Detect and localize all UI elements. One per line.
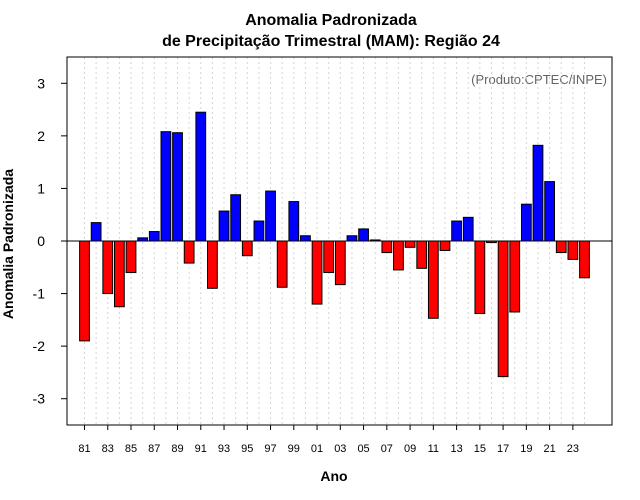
bar-88 [160, 131, 172, 242]
x-tick-label: 95 [241, 443, 253, 455]
bar-83 [102, 240, 114, 295]
x-tick-label: 89 [171, 443, 183, 455]
bar-15 [474, 240, 486, 315]
x-tick-label: 13 [450, 443, 462, 455]
x-tick-label: 07 [381, 443, 393, 455]
chart-credit: (Produto:CPTEC/INPE) [471, 72, 607, 87]
x-tick-label: 17 [497, 443, 509, 455]
bar-21 [544, 181, 555, 242]
bar-07 [381, 240, 393, 254]
bar-87 [148, 231, 160, 242]
bar-14 [462, 216, 474, 242]
y-tick-label: 0 [37, 233, 45, 249]
bar-99 [288, 201, 300, 242]
bar-89 [172, 132, 183, 242]
x-axis-label: Ano [320, 468, 347, 484]
bar-01 [311, 240, 323, 305]
bar-13 [451, 220, 462, 242]
x-tick-label: 19 [520, 443, 532, 455]
bar-18 [509, 240, 521, 313]
bar-96 [253, 220, 265, 242]
bar-81 [79, 240, 90, 342]
bar-98 [276, 240, 288, 288]
bar-11 [427, 240, 439, 319]
bar-05 [358, 228, 369, 242]
y-tick-label: -2 [33, 338, 46, 354]
bar-20 [532, 144, 544, 242]
bar-03 [334, 240, 346, 286]
bar-24 [579, 240, 590, 279]
x-tick-label: 01 [311, 443, 323, 455]
chart-subtitle: de Precipitação Trimestral (MAM): Região… [162, 33, 500, 50]
x-tick-label: 97 [264, 443, 276, 455]
bar-94 [230, 194, 242, 242]
bar-12 [439, 240, 451, 251]
bar-02 [323, 240, 335, 274]
x-tick-label: 23 [567, 443, 579, 455]
x-tick-label: 09 [404, 443, 416, 455]
bar-84 [114, 240, 125, 308]
bar-00 [300, 235, 311, 242]
bar-93 [218, 210, 230, 242]
x-tick-label: 11 [428, 443, 439, 455]
x-axis: 81 83 85 87 89 91 93 95 97 99 01 03 05 07 09 11 13 15 17 19… [78, 425, 579, 455]
x-tick-label: 83 [102, 443, 114, 455]
y-tick-label: -3 [33, 391, 46, 407]
y-tick-label: -1 [33, 286, 46, 302]
bar-17 [497, 240, 509, 378]
bar-19 [520, 203, 532, 242]
x-tick-label: 21 [543, 443, 555, 455]
bar-97 [265, 190, 276, 242]
y-tick-label: 3 [37, 75, 45, 91]
bar-82 [90, 222, 102, 242]
x-tick-label: 15 [474, 443, 486, 455]
x-tick-label: 05 [357, 443, 369, 455]
bars [79, 111, 590, 378]
x-tick-label: 85 [125, 443, 137, 455]
x-tick-label: 91 [195, 443, 207, 455]
bar-09 [404, 240, 416, 248]
bar-85 [125, 240, 137, 274]
bar-92 [207, 240, 218, 289]
y-axis: -3 -2 -1 0 1 2 3 [33, 75, 67, 407]
bar-23 [567, 240, 579, 260]
x-tick-label: 03 [334, 443, 346, 455]
x-tick-label: 81 [78, 443, 90, 455]
bar-10 [416, 240, 428, 269]
y-tick-label: 2 [37, 128, 45, 144]
y-tick-label: 1 [37, 180, 45, 196]
x-tick-label: 99 [288, 443, 300, 455]
bar-95 [241, 240, 253, 257]
bar-04 [346, 235, 358, 242]
bar-08 [393, 240, 404, 271]
y-axis-label: Anomalia Padronizada [0, 169, 16, 319]
x-tick-label: 87 [148, 443, 160, 455]
bar-22 [555, 240, 567, 254]
chart-title: Anomalia Padronizada [245, 12, 417, 29]
bar-90 [183, 240, 195, 264]
x-tick-label: 93 [218, 443, 230, 455]
bar-91 [195, 111, 207, 242]
